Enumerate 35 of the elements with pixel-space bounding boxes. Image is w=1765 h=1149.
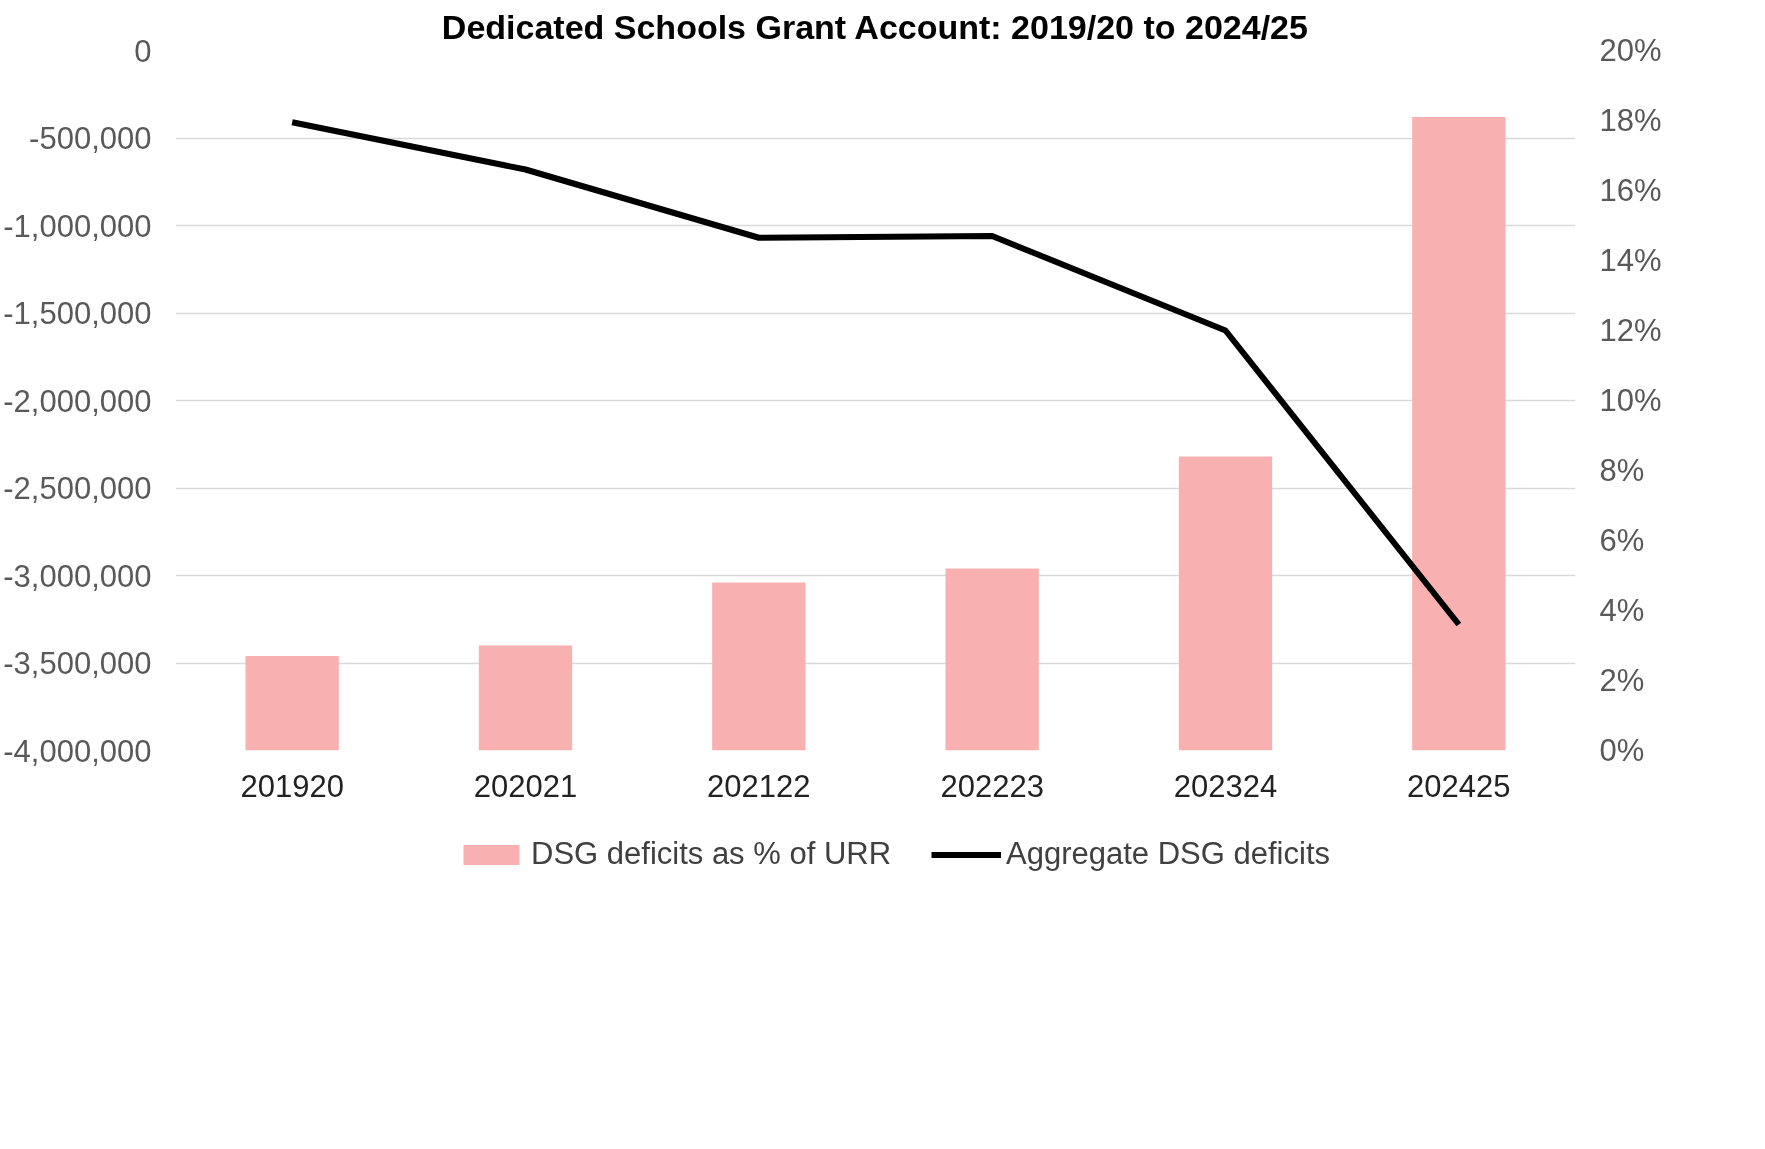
y2-tick-label: 0% (1599, 733, 1645, 768)
x-tick-label: 202425 (1407, 768, 1511, 804)
y-tick-label: -3,000,000 (3, 558, 152, 594)
y2-tick-label: 18% (1599, 103, 1662, 138)
x-tick-label: 202021 (473, 768, 578, 804)
y2-tick-label: 10% (1599, 383, 1662, 418)
y-tick-label: -500,000 (29, 121, 152, 156)
x-tick-label: 202324 (1173, 768, 1278, 804)
y2-tick-label: 4% (1599, 593, 1645, 628)
y-tick-label: 0 (134, 33, 152, 69)
y2-tick-label: 20% (1599, 33, 1662, 68)
y-tick-label: -3,500,000 (3, 646, 152, 681)
bar (245, 656, 339, 751)
legend-label: DSG deficits as % of URR (531, 836, 892, 872)
chart-title: Dedicated Schools Grant Account: 2019/20 to 2024/25 (441, 7, 1308, 46)
x-tick-label: 201920 (240, 768, 344, 804)
y2-tick-label: 16% (1599, 173, 1662, 208)
legend-label: Aggregate DSG deficits (1006, 836, 1330, 872)
bar (1412, 117, 1506, 751)
y2-tick-label: 8% (1599, 453, 1645, 488)
y-tick-label: -1,000,000 (3, 208, 152, 244)
y2-tick-label: 12% (1599, 313, 1662, 348)
bar (712, 582, 806, 751)
bar (1178, 456, 1273, 751)
y2-tick-label: 2% (1599, 663, 1645, 698)
bar (945, 568, 1039, 751)
y2-tick-label: 14% (1599, 243, 1662, 278)
y2-tick-label: 6% (1599, 523, 1645, 558)
y-tick-label: -1,500,000 (3, 296, 152, 331)
bar (478, 645, 573, 751)
y-tick-label: -4,000,000 (3, 733, 152, 769)
x-tick-label: 202122 (707, 768, 811, 804)
x-tick-label: 202223 (940, 768, 1044, 804)
y-tick-label: -2,500,000 (3, 471, 152, 506)
y-tick-label: -2,000,000 (3, 383, 152, 419)
